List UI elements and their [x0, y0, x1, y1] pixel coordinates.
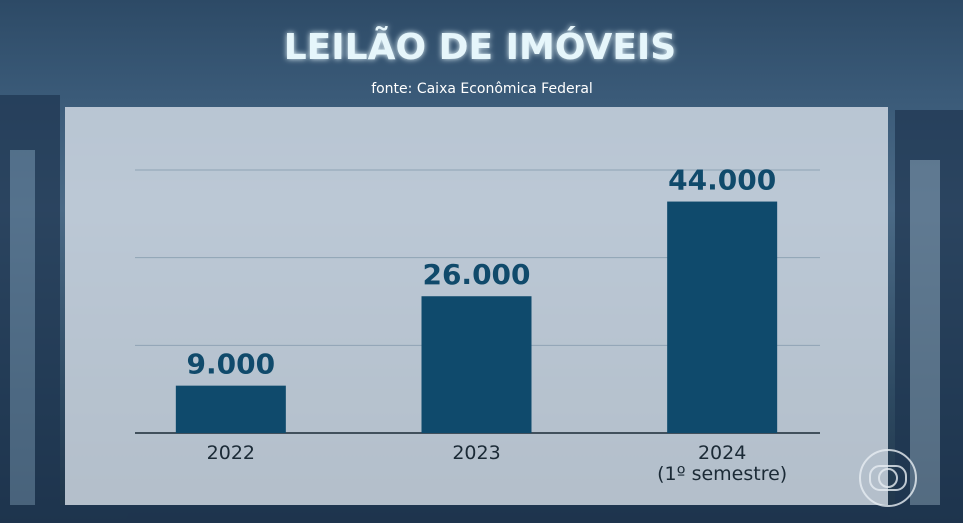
x-tick-label: 2022 [206, 442, 255, 464]
bar [667, 201, 778, 433]
city-backdrop [0, 95, 963, 523]
value-label: 44.000 [668, 164, 776, 197]
bar [175, 385, 286, 433]
value-label: 26.000 [422, 258, 530, 291]
chart-title: LEILÃO DE IMÓVEIS [284, 26, 677, 68]
globo-logo [859, 449, 917, 507]
value-label: 9.000 [187, 348, 276, 381]
x-tick-label: 2024 (1º semestre) [657, 442, 788, 485]
chart-subtitle: fonte: Caixa Econômica Federal [371, 81, 593, 97]
bar [421, 296, 532, 433]
x-tick-label: 2023 [452, 442, 501, 464]
